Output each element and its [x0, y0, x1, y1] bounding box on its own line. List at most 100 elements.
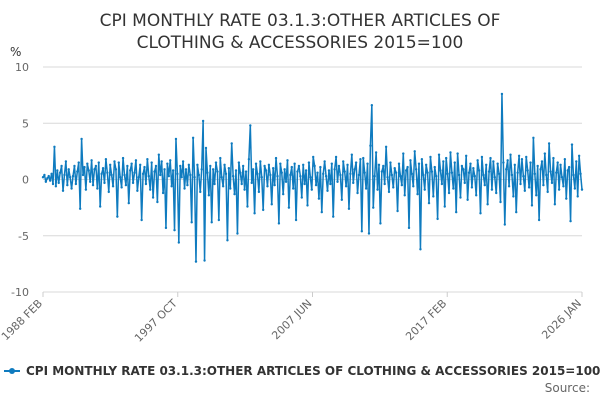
data-point	[259, 160, 262, 163]
data-point	[563, 158, 567, 161]
data-point	[560, 176, 564, 179]
data-point	[203, 259, 206, 262]
data-point	[329, 182, 332, 186]
data-point	[207, 194, 211, 197]
data-point	[339, 173, 342, 177]
data-point	[104, 158, 108, 161]
data-point	[506, 159, 509, 162]
data-point	[310, 188, 313, 191]
data-point	[520, 158, 524, 161]
data-point	[332, 215, 335, 218]
data-point	[153, 170, 156, 173]
data-point	[492, 160, 495, 163]
data-point	[197, 173, 201, 177]
data-point	[499, 200, 502, 204]
data-point	[412, 185, 415, 188]
data-point	[163, 168, 166, 171]
data-point	[84, 188, 88, 191]
data-point	[56, 169, 59, 172]
data-point	[237, 161, 241, 164]
data-point	[156, 200, 159, 204]
data-point	[572, 173, 575, 177]
data-point	[251, 168, 255, 171]
data-point	[400, 183, 404, 187]
series-group	[41, 92, 584, 263]
data-point	[170, 185, 173, 188]
data-point	[543, 152, 547, 155]
data-point	[469, 162, 472, 165]
data-point	[489, 156, 492, 160]
data-point	[146, 158, 149, 161]
legend[interactable]: CPI MONTHLY RATE 03.1.3:OTHER ARTICLES O…	[4, 364, 600, 378]
data-point	[439, 169, 442, 172]
data-point	[236, 232, 239, 235]
series-line	[42, 93, 583, 263]
data-point	[166, 162, 169, 165]
data-point	[100, 172, 103, 176]
data-point	[57, 181, 60, 185]
data-point	[496, 162, 499, 165]
data-point	[353, 168, 356, 171]
data-point	[476, 159, 479, 162]
data-point	[276, 174, 279, 178]
x-tick-label: 1997 OCT	[132, 297, 180, 345]
data-point	[274, 156, 278, 160]
data-point	[201, 119, 205, 123]
data-point	[453, 161, 456, 164]
y-tick-label: 10	[15, 61, 29, 74]
data-point	[213, 182, 216, 186]
data-point	[70, 187, 73, 190]
data-point	[523, 189, 527, 192]
data-point	[169, 159, 172, 162]
data-point	[247, 158, 251, 161]
data-point	[130, 162, 133, 165]
data-point	[191, 136, 195, 140]
data-point	[446, 172, 449, 176]
data-point	[396, 209, 399, 213]
data-point	[257, 190, 261, 194]
data-point	[459, 196, 462, 199]
data-point	[123, 173, 126, 177]
data-point	[221, 185, 225, 188]
data-point	[210, 221, 213, 224]
data-point	[111, 185, 115, 188]
data-point	[374, 151, 378, 154]
data-point	[317, 197, 321, 200]
data-point	[309, 176, 312, 179]
data-point	[230, 142, 233, 145]
data-point	[519, 182, 522, 186]
data-point	[362, 156, 365, 160]
data-point	[187, 163, 191, 167]
data-point	[322, 172, 325, 176]
data-point	[80, 137, 83, 141]
data-point	[194, 260, 198, 263]
data-point	[279, 162, 282, 165]
data-point	[495, 191, 498, 195]
data-point	[281, 192, 285, 196]
data-point	[190, 221, 193, 224]
data-point	[160, 160, 163, 163]
data-point	[129, 169, 132, 172]
data-point	[356, 191, 359, 195]
data-point	[565, 197, 568, 200]
legend-label: CPI MONTHLY RATE 03.1.3:OTHER ARTICLES O…	[26, 364, 600, 378]
data-point	[110, 173, 113, 177]
data-point	[429, 155, 432, 159]
data-point	[433, 165, 436, 169]
data-point	[150, 161, 153, 164]
data-point	[131, 181, 135, 185]
data-point	[140, 218, 143, 222]
data-point	[46, 177, 49, 180]
data-point	[113, 160, 116, 163]
data-point	[47, 174, 50, 178]
data-point	[537, 218, 541, 222]
data-point	[570, 143, 574, 146]
data-point	[394, 171, 398, 174]
data-point	[343, 170, 346, 173]
x-tick-label: 2017 FEB	[403, 297, 449, 343]
data-point	[473, 174, 476, 178]
y-axis-unit-label: %	[10, 45, 21, 59]
data-point	[54, 185, 58, 188]
data-point	[261, 208, 265, 212]
data-point	[246, 205, 249, 208]
